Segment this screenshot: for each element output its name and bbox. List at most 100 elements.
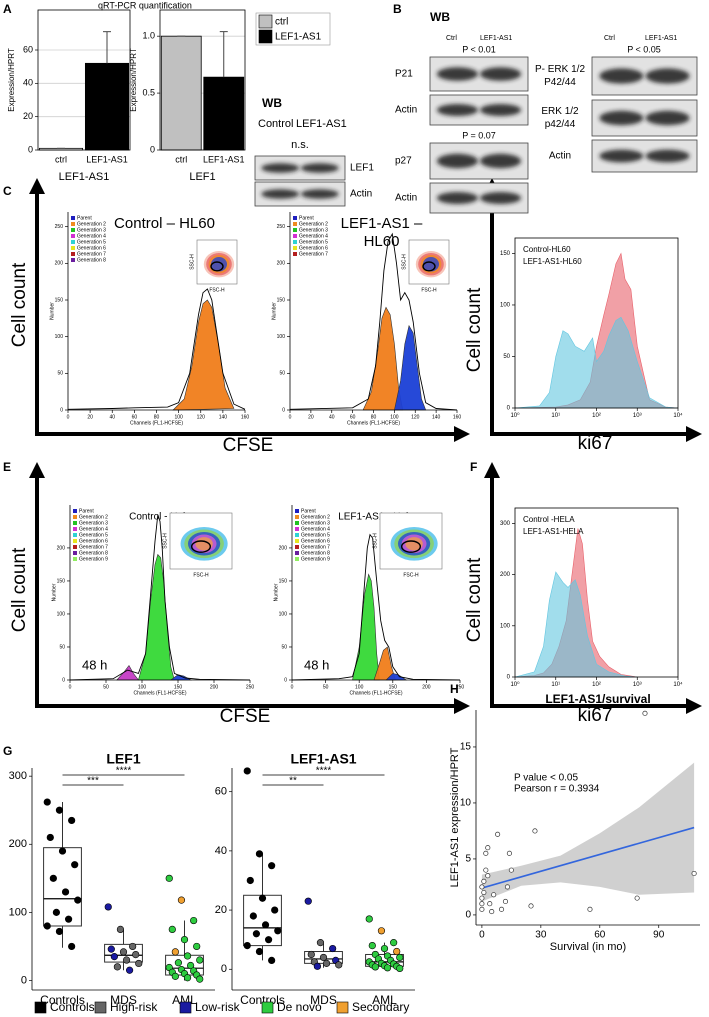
- x-tick-label: 0: [67, 414, 70, 420]
- legend-label: De novo: [277, 1000, 322, 1014]
- lane-label: LEF1-AS1: [296, 118, 347, 130]
- data-point: [116, 925, 125, 933]
- x-tick-label: 200: [210, 684, 219, 690]
- legend-label: Parent: [299, 215, 314, 221]
- y-axis-title: Expression/HPRT: [7, 48, 16, 112]
- blot-title: WB: [262, 96, 282, 110]
- panel-label: A: [3, 2, 12, 16]
- y-tick-label: 0: [507, 406, 511, 412]
- y-tick-label: 200: [57, 545, 66, 551]
- data-point: [481, 878, 487, 884]
- legend-swatch: [71, 228, 75, 232]
- y-tick-label: 5: [465, 854, 471, 865]
- data-point: [504, 884, 510, 890]
- y-tick-label: 300: [500, 521, 511, 527]
- data-point: [68, 942, 76, 951]
- data-point: [329, 944, 337, 953]
- x-tick-label: MDS: [310, 993, 337, 1007]
- legend-swatch: [94, 1001, 107, 1014]
- histogram-curve: [172, 299, 235, 411]
- legend-swatch: [293, 240, 297, 244]
- inset-x-label: FSC-H: [403, 572, 419, 578]
- blot-band: [436, 104, 479, 116]
- data-point: [119, 948, 128, 956]
- x-tick-label: 150: [389, 684, 398, 690]
- blot-band: [645, 149, 690, 163]
- y-tick-label: 50: [57, 371, 63, 377]
- arrow-head: [29, 462, 45, 478]
- x-tick-label: 120: [411, 414, 420, 420]
- bar: [203, 76, 245, 151]
- data-point: [255, 947, 264, 956]
- data-point: [508, 867, 514, 873]
- y-tick-label: 200: [9, 838, 27, 850]
- x-tick-label: 50: [103, 684, 109, 690]
- data-point: [249, 912, 257, 920]
- legend-label: Parent: [79, 508, 94, 514]
- inset-gate: [210, 261, 224, 272]
- y-axis-title: Expression/HPRT: [129, 48, 138, 112]
- legend-label: Generation 8: [79, 550, 108, 556]
- blot-band: [479, 67, 522, 81]
- x-tick-label: 200: [422, 684, 431, 690]
- annotation: 48 h: [304, 657, 329, 672]
- lane-label: LEF1-AS1: [480, 35, 512, 42]
- y-tick-label: 50: [281, 644, 287, 650]
- data-point: [483, 850, 489, 856]
- data-point: [506, 850, 512, 856]
- legend-swatch: [295, 509, 299, 513]
- data-point: [502, 898, 509, 905]
- y-tick-label: 50: [279, 371, 285, 377]
- data-point: [196, 975, 204, 983]
- legend-swatch: [71, 258, 75, 262]
- x-tick-label: 60: [350, 414, 356, 420]
- legend-label: LEF1-AS1: [275, 32, 322, 43]
- arrow-y-label: Cell count: [9, 262, 30, 347]
- y-tick-label: 10: [460, 798, 472, 809]
- legend-label: LEF1-AS1-HL60: [523, 257, 582, 266]
- chart-title: LEF1-AS1 –: [341, 215, 423, 232]
- data-point: [168, 925, 176, 933]
- significance-label: ***: [87, 776, 99, 787]
- blot-band: [436, 67, 479, 81]
- legend-label: ctrl: [275, 17, 288, 28]
- arrow-y-label: Cell count: [464, 557, 485, 642]
- p-value: n.s.: [291, 139, 309, 151]
- p-value: P < 0.01: [462, 44, 496, 54]
- y-axis-title: Number: [51, 583, 57, 601]
- x-tick-label: 100: [355, 684, 364, 690]
- x-axis-title: Channels (FL1-HCFSE): [130, 420, 183, 426]
- legend-label: Generation 2: [77, 221, 106, 227]
- legend-label: Generation 7: [77, 251, 106, 257]
- x-tick-label: 30: [535, 930, 547, 941]
- legend-label: Generation 6: [299, 245, 328, 251]
- legend-swatch: [73, 551, 77, 555]
- legend-label: LEF1-AS1-HELA: [523, 527, 584, 536]
- x-axis-title: Channels (FL1-HCFSE): [349, 690, 402, 696]
- legend-swatch: [73, 533, 77, 537]
- legend-label: Generation 4: [301, 526, 330, 532]
- box: [43, 847, 82, 927]
- y-axis-title: LEF1-AS1 expression/HPRT: [449, 747, 461, 887]
- legend-swatch: [293, 216, 297, 220]
- data-point: [68, 816, 76, 825]
- x-tick-label: 100: [174, 414, 183, 420]
- blot-band: [300, 189, 339, 199]
- data-point: [190, 916, 198, 925]
- data-point: [55, 806, 64, 814]
- chart-title: LEF1-AS1 - Hela: [338, 512, 414, 523]
- legend-swatch: [293, 252, 297, 256]
- x-tick-label: 60: [594, 930, 606, 941]
- data-point: [532, 828, 538, 834]
- x-tick-label: 0: [69, 684, 72, 690]
- data-point: [255, 850, 264, 858]
- legend-label: Generation 9: [301, 556, 330, 562]
- arrow-y-label: Cell count: [9, 547, 30, 632]
- x-tick-label: ctrl: [175, 154, 187, 164]
- arrow-head: [686, 698, 702, 714]
- chart-title: LEF1-AS1/survival: [545, 692, 650, 706]
- panel-label: B: [393, 2, 402, 16]
- legend-swatch: [73, 509, 77, 513]
- x-tick-label: 10⁴: [673, 412, 683, 419]
- x-tick-label: 140: [432, 414, 441, 420]
